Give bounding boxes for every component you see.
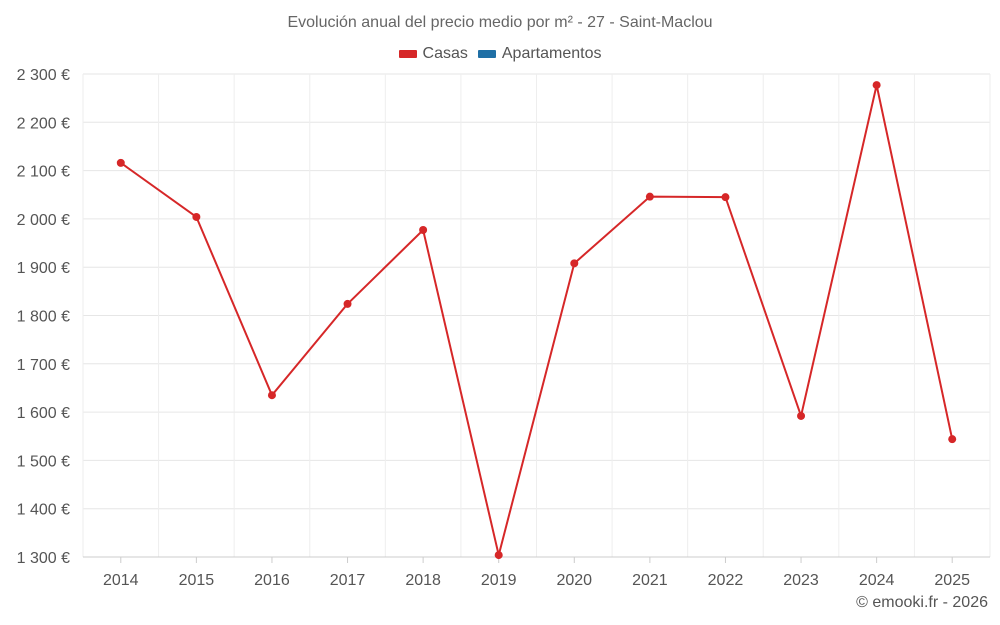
x-tick-label: 2022 bbox=[708, 572, 744, 589]
y-tick-label: 1 400 € bbox=[17, 502, 70, 519]
legend-swatch-apartamentos bbox=[477, 50, 496, 58]
data-point-casas-2017 bbox=[343, 299, 352, 308]
x-tick-label: 2016 bbox=[254, 572, 290, 589]
data-point-casas-2024 bbox=[872, 81, 881, 90]
x-tick-label: 2024 bbox=[859, 572, 895, 589]
series-line-casas bbox=[120, 84, 954, 557]
x-tick-label: 2021 bbox=[632, 572, 668, 589]
x-tick-label: 2014 bbox=[103, 572, 139, 589]
legend-item-casas[interactable]: Casas bbox=[398, 45, 468, 63]
x-tick-label: 2023 bbox=[783, 572, 819, 589]
legend-item-apartamentos[interactable]: Apartamentos bbox=[477, 45, 602, 63]
x-tick-label: 2019 bbox=[481, 572, 517, 589]
x-tick-label: 2015 bbox=[179, 572, 215, 589]
data-point-casas-2020 bbox=[570, 259, 579, 268]
data-point-casas-2014 bbox=[116, 158, 125, 167]
x-tick-label: 2018 bbox=[405, 572, 441, 589]
x-tick-label: 2017 bbox=[330, 572, 366, 589]
y-tick-label: 1 900 € bbox=[17, 260, 70, 277]
y-tick-label: 1 300 € bbox=[17, 550, 70, 567]
data-point-casas-2021 bbox=[645, 192, 654, 201]
data-point-casas-2015 bbox=[192, 212, 201, 221]
y-tick-label: 1 800 € bbox=[17, 309, 70, 326]
chart-title: Evolución anual del precio medio por m² … bbox=[287, 14, 713, 31]
x-tick-label: 2025 bbox=[934, 572, 970, 589]
y-tick-label: 2 000 € bbox=[17, 212, 70, 229]
legend-label-casas: Casas bbox=[422, 45, 468, 62]
data-point-casas-2023 bbox=[797, 411, 806, 420]
data-point-casas-2018 bbox=[419, 226, 428, 235]
legend-swatch-casas bbox=[398, 50, 417, 58]
x-tick-label: 2020 bbox=[556, 572, 592, 589]
legend-label-apartamentos: Apartamentos bbox=[501, 45, 602, 62]
y-tick-label: 2 100 € bbox=[17, 164, 70, 181]
y-tick-label: 1 700 € bbox=[17, 357, 70, 374]
data-point-casas-2022 bbox=[721, 193, 730, 202]
data-point-casas-2025 bbox=[948, 435, 957, 444]
y-tick-label: 1 500 € bbox=[17, 453, 70, 470]
y-tick-label: 2 200 € bbox=[17, 115, 70, 132]
copyright-footer: © emooki.fr - 2026 bbox=[856, 594, 988, 611]
data-point-casas-2016 bbox=[267, 391, 276, 400]
legend: Casas Apartamentos bbox=[0, 45, 1000, 63]
y-tick-label: 2 300 € bbox=[17, 67, 70, 84]
y-tick-label: 1 600 € bbox=[17, 405, 70, 422]
data-point-casas-2019 bbox=[494, 551, 503, 560]
